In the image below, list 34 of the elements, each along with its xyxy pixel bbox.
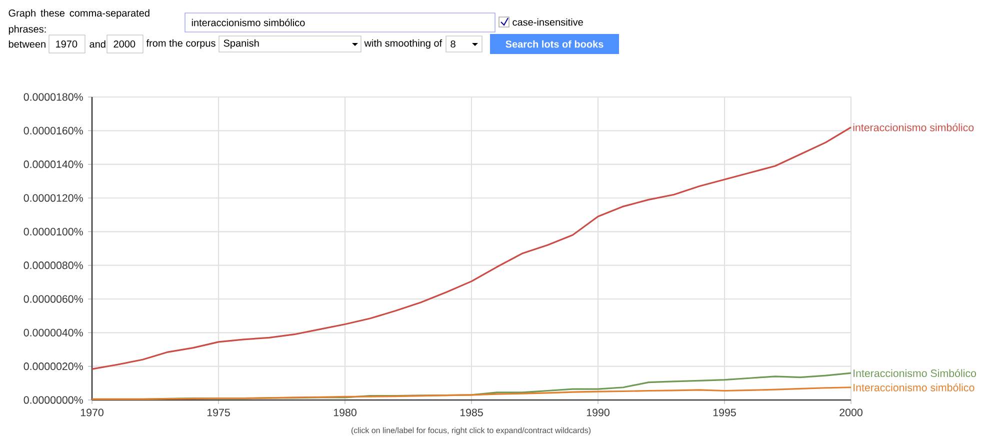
x-tick-label: 1975: [207, 408, 230, 416]
x-tick-label: 1995: [713, 408, 736, 416]
series-label: Interaccionismo Simbólico: [854, 369, 976, 378]
y-tick-label: 0.0000080%: [24, 262, 83, 270]
text: from the corpus: [146, 39, 216, 49]
y-tick-label: 0.0000140%: [24, 160, 83, 168]
text: 2000: [114, 40, 136, 48]
series-label: Interaccionismo simbólico: [854, 383, 974, 392]
x-tick-label: 1970: [80, 408, 104, 416]
x-tick-label: 1985: [460, 408, 483, 416]
y-tick-label: 0.0000020%: [24, 362, 83, 370]
y-tick-label: 0.0000000%: [24, 396, 83, 404]
series-label: interaccionismo simbólico: [853, 123, 974, 132]
text: and: [90, 40, 106, 48]
x-tick-label: 1980: [334, 408, 356, 416]
text: between: [8, 40, 46, 48]
text: interaccionismo simbólico: [192, 18, 305, 26]
text: Search lots of books: [506, 40, 604, 48]
text: Spanish: [224, 39, 259, 49]
y-tick-label: 0.0000100%: [24, 228, 83, 236]
text: (click on line/label for focus, right click to expand/contract wildcards): [351, 427, 591, 435]
y-tick-label: 0.0000060%: [24, 295, 83, 303]
x-tick-label: 2000: [840, 408, 862, 416]
text: 8: [450, 40, 456, 48]
y-tick-label: 0.0000040%: [24, 328, 83, 336]
x-tick-label: 1990: [586, 408, 610, 416]
y-tick-label: 0.0000180%: [24, 93, 83, 101]
text: with smoothing of: [364, 39, 442, 49]
text: case-insensitive: [512, 18, 583, 26]
y-tick-label: 0.0000120%: [24, 194, 83, 202]
text: 1970: [56, 40, 78, 48]
line-series: [91, 126, 852, 370]
y-tick-label: 0.0000160%: [24, 126, 83, 134]
text: Graph these comma-separated phrases:: [8, 9, 150, 35]
